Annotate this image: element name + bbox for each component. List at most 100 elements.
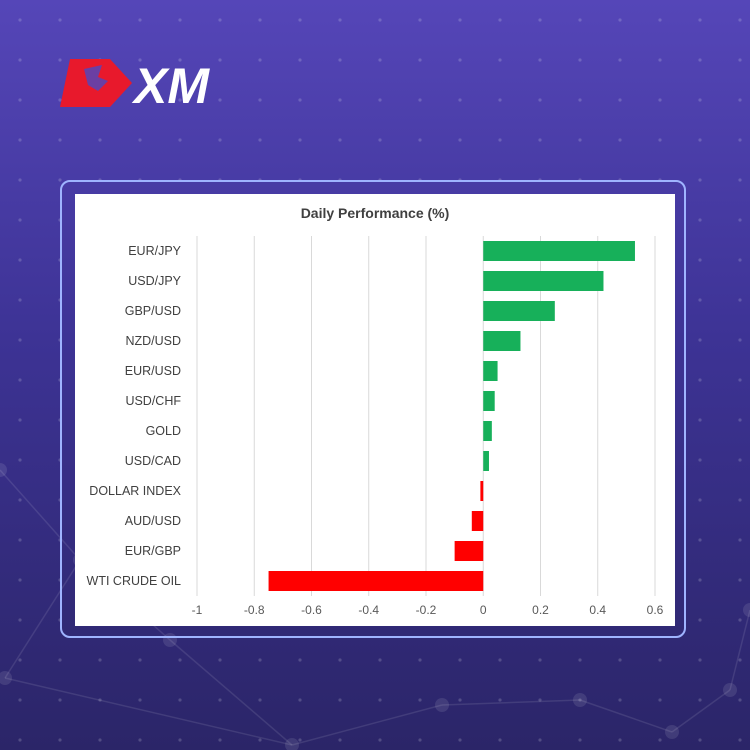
background-dot bbox=[738, 738, 742, 742]
bar-chart: EUR/JPY USD/JPY GBP/USD NZD/USD EUR/USD USD/C… bbox=[87, 205, 664, 617]
background-dot bbox=[338, 738, 342, 742]
background-dot bbox=[58, 738, 62, 742]
x-tick-label: -0.8 bbox=[244, 603, 265, 617]
background-dot bbox=[58, 698, 62, 702]
x-tick-label: 0.2 bbox=[532, 603, 549, 617]
background-dot bbox=[178, 138, 182, 142]
background-dot bbox=[698, 218, 702, 222]
background-dot bbox=[618, 138, 622, 142]
gridlines bbox=[196, 236, 656, 596]
background-dot bbox=[658, 58, 662, 62]
background-dot bbox=[538, 98, 542, 102]
category-label: GOLD bbox=[146, 424, 181, 438]
bar-eur-gbp bbox=[454, 541, 484, 561]
background-dot bbox=[18, 738, 22, 742]
background-dot bbox=[18, 578, 22, 582]
background-dot bbox=[138, 58, 142, 62]
background-dot bbox=[378, 698, 382, 702]
background-dot bbox=[658, 18, 662, 22]
background-dot bbox=[458, 18, 462, 22]
background-dot bbox=[218, 658, 222, 662]
background-dot bbox=[738, 378, 742, 382]
category-label: NZD/USD bbox=[125, 334, 181, 348]
background-dot bbox=[218, 138, 222, 142]
background-dot bbox=[738, 18, 742, 22]
x-tick-label: -0.4 bbox=[358, 603, 379, 617]
background-dot bbox=[58, 58, 62, 62]
background-node bbox=[435, 698, 449, 712]
background-dot bbox=[378, 738, 382, 742]
logo-text: XM bbox=[131, 58, 210, 111]
background-dot bbox=[138, 738, 142, 742]
background-dot bbox=[298, 658, 302, 662]
background-dot bbox=[498, 138, 502, 142]
background-dot bbox=[138, 18, 142, 22]
background-dot bbox=[578, 58, 582, 62]
background-dot bbox=[738, 658, 742, 662]
background-dot bbox=[18, 298, 22, 302]
category-label: USD/JPY bbox=[128, 274, 181, 288]
background-line bbox=[0, 469, 81, 561]
background-dot bbox=[738, 298, 742, 302]
background-dot bbox=[98, 18, 102, 22]
background-dot bbox=[18, 18, 22, 22]
background-dot bbox=[338, 698, 342, 702]
background-dot bbox=[138, 98, 142, 102]
background-dot bbox=[338, 58, 342, 62]
background-dot bbox=[698, 58, 702, 62]
background-line bbox=[291, 704, 443, 746]
background-dot bbox=[698, 98, 702, 102]
background-dot bbox=[378, 18, 382, 22]
background-line bbox=[169, 639, 293, 746]
background-dot bbox=[338, 138, 342, 142]
chart-panel: EUR/JPY USD/JPY GBP/USD NZD/USD EUR/USD USD/C… bbox=[75, 194, 675, 626]
background-dot bbox=[178, 738, 182, 742]
background-dot bbox=[298, 18, 302, 22]
bar-wti-crude-oil bbox=[268, 571, 484, 591]
background-dot bbox=[98, 138, 102, 142]
background-dot bbox=[418, 738, 422, 742]
background-dot bbox=[498, 58, 502, 62]
background-dot bbox=[458, 138, 462, 142]
bars bbox=[268, 241, 635, 591]
background-dot bbox=[378, 138, 382, 142]
background-dot bbox=[738, 98, 742, 102]
bar-usd-chf bbox=[483, 391, 495, 411]
background-dot bbox=[578, 138, 582, 142]
background-dot bbox=[178, 698, 182, 702]
x-tick-label: 0.6 bbox=[647, 603, 664, 617]
background-dot bbox=[18, 218, 22, 222]
background-dot bbox=[378, 658, 382, 662]
background-dot bbox=[738, 138, 742, 142]
category-label: WTI CRUDE OIL bbox=[87, 574, 181, 588]
background-dot bbox=[298, 698, 302, 702]
xm-logo: XM bbox=[60, 58, 210, 111]
background-dot bbox=[658, 138, 662, 142]
background-dot bbox=[618, 738, 622, 742]
background-dot bbox=[538, 58, 542, 62]
background-line bbox=[729, 609, 750, 691]
background-dot bbox=[578, 698, 582, 702]
background-dot bbox=[738, 218, 742, 222]
background-dot bbox=[738, 458, 742, 462]
background-dot bbox=[58, 138, 62, 142]
background-dot bbox=[18, 138, 22, 142]
background-dot bbox=[458, 98, 462, 102]
bar-eur-usd bbox=[483, 361, 498, 381]
category-label: AUD/USD bbox=[125, 514, 181, 528]
background-dot bbox=[218, 98, 222, 102]
category-label: USD/CHF bbox=[125, 394, 181, 408]
x-tick-label: 0.4 bbox=[589, 603, 606, 617]
chart-frame bbox=[60, 180, 686, 638]
background-line bbox=[4, 677, 293, 746]
background-dot bbox=[338, 658, 342, 662]
background-node bbox=[0, 671, 12, 685]
x-tick-labels: -1 -0.8 -0.6 -0.4 -0.2 0 0.2 0.4 0.6 bbox=[192, 603, 664, 617]
background-dot bbox=[658, 98, 662, 102]
background-dot bbox=[258, 18, 262, 22]
background-dot bbox=[698, 258, 702, 262]
category-label: GBP/USD bbox=[125, 304, 181, 318]
background-line bbox=[579, 699, 673, 733]
background-dot bbox=[418, 98, 422, 102]
background-dot bbox=[538, 698, 542, 702]
